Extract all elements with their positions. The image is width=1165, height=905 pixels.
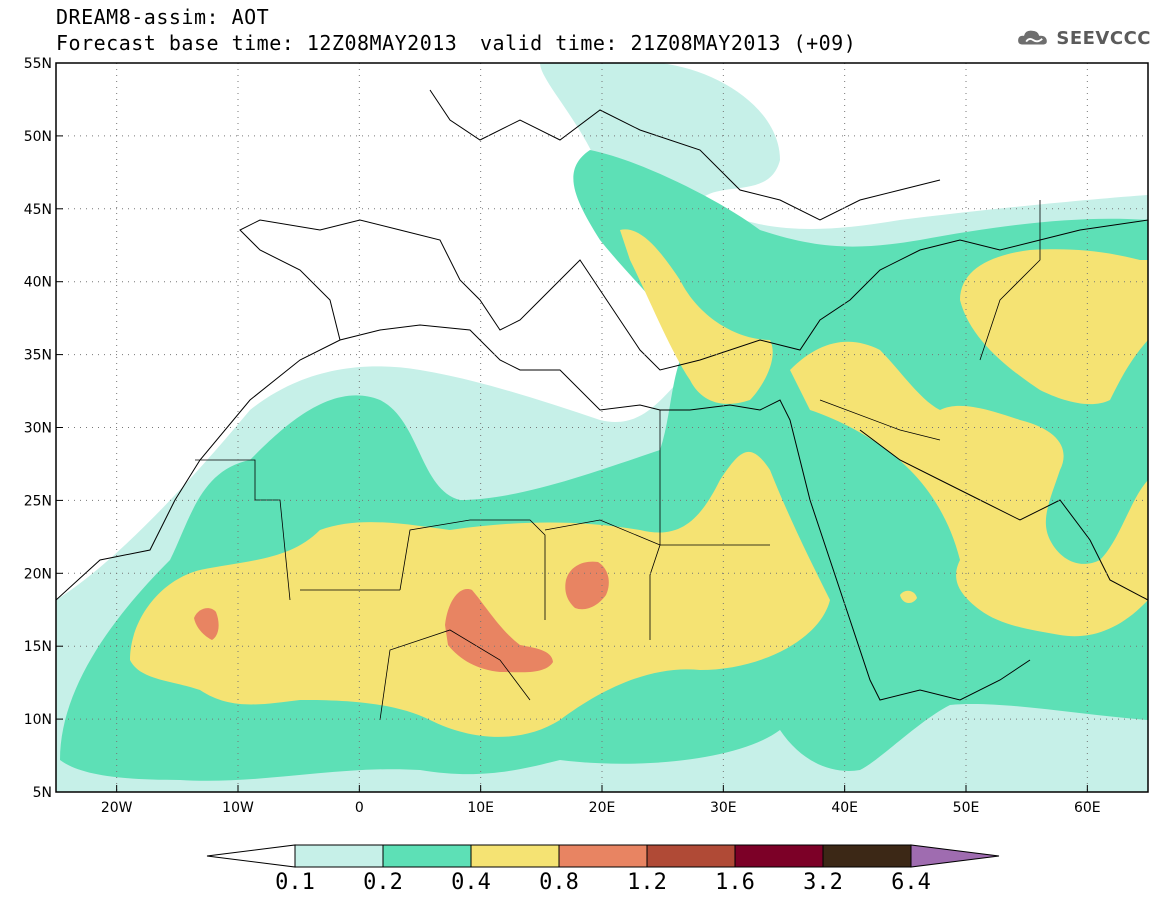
lat-tick-label: 55N <box>24 56 52 72</box>
colorbar-label: 1.6 <box>715 870 755 895</box>
lon-tick-label: 0 <box>355 800 364 816</box>
lon-tick-label: 60E <box>1074 800 1101 816</box>
lat-tick-label: 5N <box>33 785 52 801</box>
aot-level-0.8 <box>194 561 609 673</box>
colorbar-swatch <box>822 844 912 868</box>
latitude-ticks: 55N 50N 45N 40N 35N 30N 25N 20N 15N 10N 5N <box>24 56 63 801</box>
lon-tick-label: 10E <box>467 800 494 816</box>
colorbar-swatch <box>470 844 560 868</box>
colorbar-label: 1.2 <box>627 870 667 895</box>
lat-tick-label: 45N <box>24 202 52 218</box>
lat-tick-label: 15N <box>24 639 52 655</box>
coastlines <box>56 89 1148 701</box>
longitude-ticks: 20W 10W 0 10E 20E 30E 40E 50E 60E <box>101 785 1101 816</box>
country-borders <box>195 200 1041 721</box>
lat-tick-label: 40N <box>24 275 52 291</box>
map-title: DREAM8-assim: AOT <box>56 5 270 29</box>
logo-text: SEEVCCC <box>1056 27 1151 49</box>
lat-tick-label: 35N <box>24 348 52 364</box>
colorbar-label: 0.8 <box>539 870 579 895</box>
colorbar-swatch <box>558 844 648 868</box>
seevccc-logo: SEEVCCC <box>1016 20 1151 56</box>
colorbar-label: 3.2 <box>803 870 843 895</box>
colorbar <box>206 844 1000 868</box>
gridlines <box>56 63 1148 792</box>
lon-tick-label: 10W <box>222 800 254 816</box>
lon-tick-label: 30E <box>710 800 737 816</box>
cloud-icon <box>1018 30 1047 45</box>
lat-tick-label: 20N <box>24 566 52 582</box>
colorbar-label: 0.2 <box>363 870 403 895</box>
lat-tick-label: 50N <box>24 129 52 145</box>
lon-tick-label: 20E <box>589 800 616 816</box>
colorbar-lower-arrow <box>206 844 296 868</box>
colorbar-swatch <box>734 844 824 868</box>
lat-tick-label: 10N <box>24 712 52 728</box>
aot-field <box>56 63 1148 792</box>
colorbar-swatch <box>382 844 472 868</box>
forecast-base-time: Forecast base time: 12Z08MAY2013 <box>56 31 458 55</box>
colorbar-label: 0.1 <box>275 870 315 895</box>
colorbar-swatch <box>646 844 736 868</box>
colorbar-label: 0.4 <box>451 870 491 895</box>
lon-tick-label: 40E <box>831 800 858 816</box>
aot-level-0.4 <box>130 229 1148 737</box>
lat-tick-label: 30N <box>24 421 52 437</box>
valid-time: valid time: 21Z08MAY2013 (+09) <box>480 31 857 55</box>
colorbar-swatch <box>294 844 384 868</box>
lat-tick-label: 25N <box>24 493 52 509</box>
colorbar-label: 6.4 <box>891 870 931 895</box>
lon-tick-label: 20W <box>101 800 133 816</box>
lon-tick-label: 50E <box>953 800 980 816</box>
colorbar-upper-arrow <box>910 844 1000 868</box>
